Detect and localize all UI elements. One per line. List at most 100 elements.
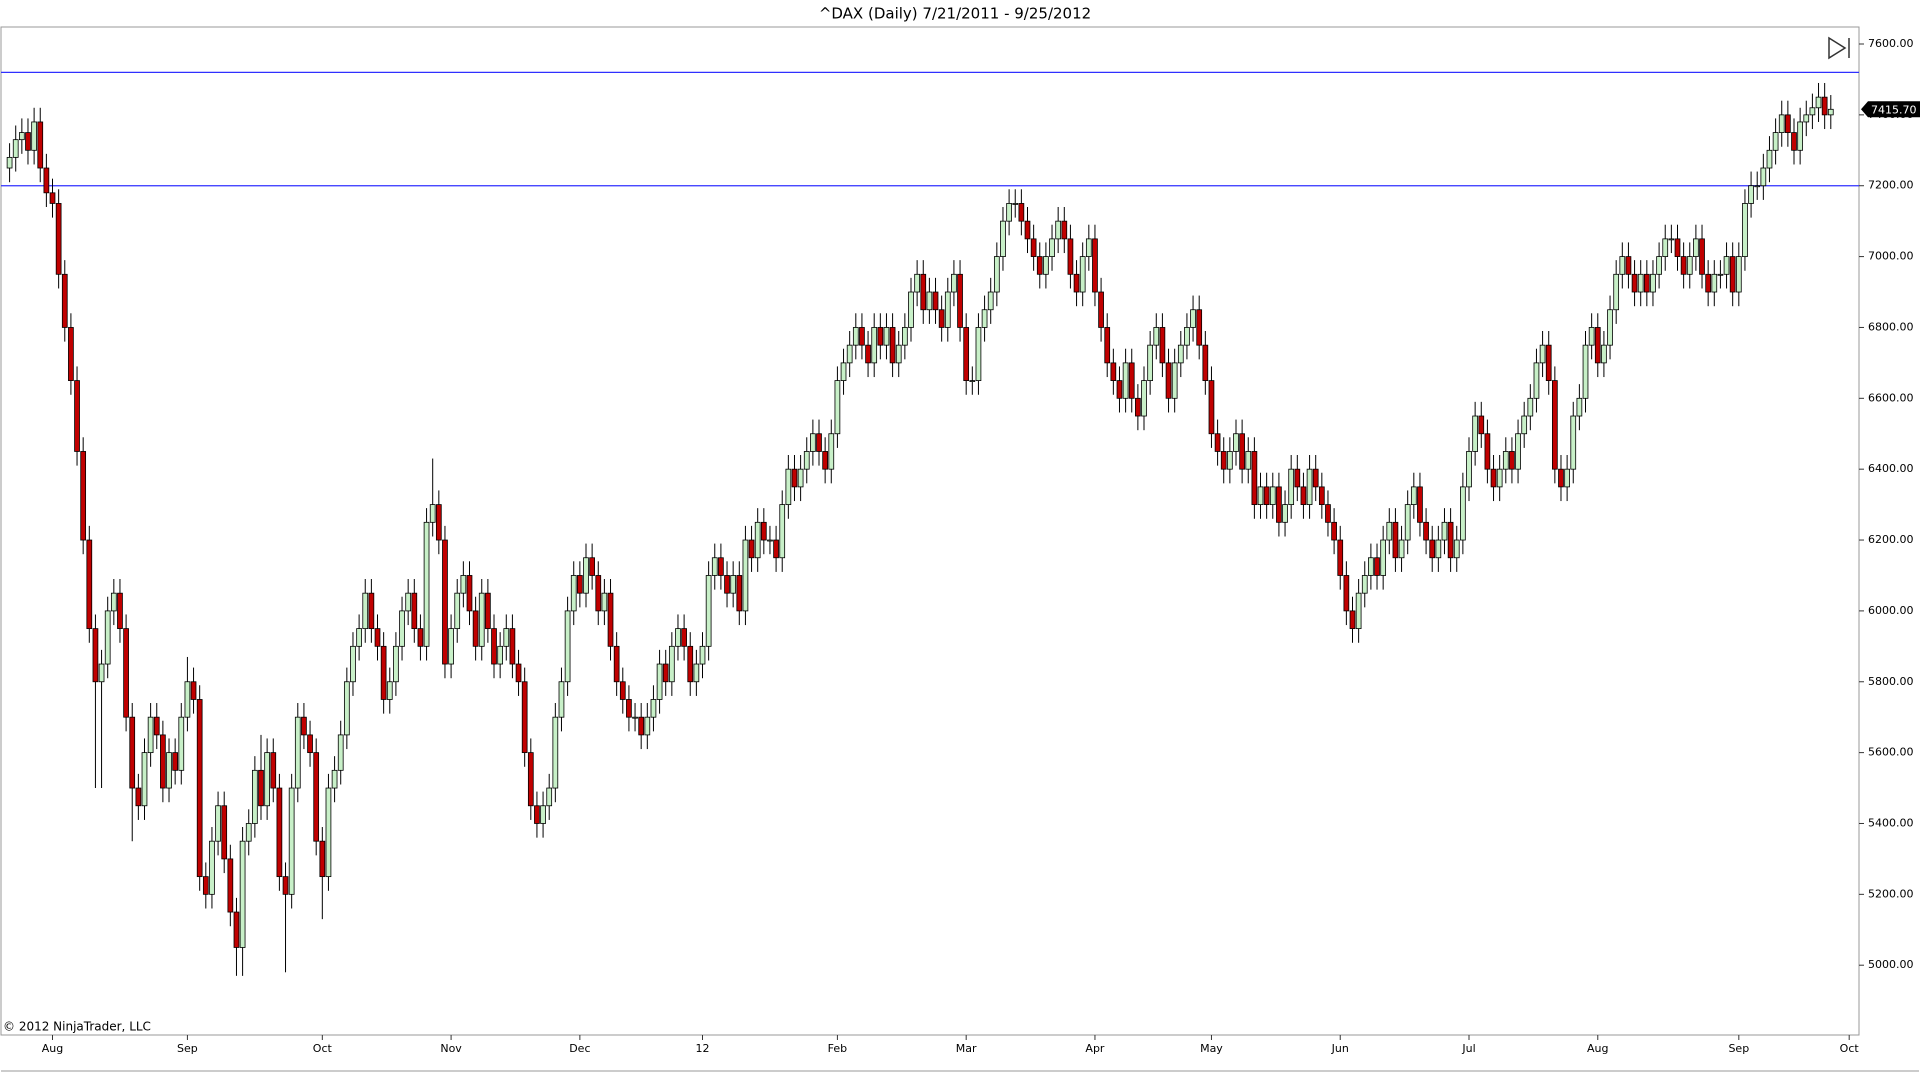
candle-body xyxy=(932,291,939,311)
scroll-end-icon[interactable] xyxy=(1828,36,1850,60)
candle-body xyxy=(1699,238,1705,275)
candle-body xyxy=(1343,575,1350,612)
x-tick-label: Oct xyxy=(313,1042,333,1055)
candle-body xyxy=(534,805,540,824)
candle-body xyxy=(264,752,270,807)
candle-body xyxy=(1619,256,1626,275)
y-tick-label: 7200.00 xyxy=(1868,179,1914,192)
candle-body xyxy=(1410,486,1417,506)
candle-body xyxy=(478,592,485,647)
candle-body xyxy=(1024,220,1031,240)
candle-body xyxy=(1576,397,1583,417)
candle-body xyxy=(1012,203,1019,205)
candle-body xyxy=(1153,327,1160,346)
candle-body xyxy=(313,752,320,842)
candle-body xyxy=(797,468,804,488)
candle-body xyxy=(540,805,546,824)
candle-body xyxy=(1122,362,1129,399)
candle-body xyxy=(1564,468,1570,488)
candle-body xyxy=(1809,107,1816,116)
candle-body xyxy=(386,681,393,700)
candle-body xyxy=(1331,521,1337,541)
candle-body xyxy=(1772,132,1779,151)
candle-body xyxy=(981,309,988,328)
candle-body xyxy=(417,628,424,647)
candle-body xyxy=(760,521,767,541)
candle-body xyxy=(331,769,338,789)
candle-body xyxy=(1061,220,1068,240)
candle-body xyxy=(1282,504,1288,523)
candle-body xyxy=(301,716,307,736)
candle-body xyxy=(1533,362,1540,399)
candle-body xyxy=(435,504,442,541)
candle-body xyxy=(1220,451,1227,470)
x-tick-label: Sep xyxy=(177,1042,198,1055)
candle-body xyxy=(110,592,117,612)
candle-body xyxy=(1717,273,1724,276)
candle-body xyxy=(1104,327,1111,364)
candle-body xyxy=(1674,238,1681,257)
candle-body xyxy=(711,557,718,576)
candle-body xyxy=(98,663,105,683)
candle-body xyxy=(1159,327,1166,364)
candle-body xyxy=(12,139,19,158)
last-price-label: 7415.70 xyxy=(1871,103,1917,116)
candle-body xyxy=(80,451,87,541)
candle-body xyxy=(1190,309,1196,328)
candle-body xyxy=(914,273,920,293)
candle-body xyxy=(429,504,436,523)
candle-body xyxy=(68,327,74,381)
candle-body xyxy=(1625,256,1632,275)
candle-body xyxy=(497,645,503,665)
candle-body xyxy=(521,681,528,754)
x-tick-label: Jul xyxy=(1461,1042,1475,1055)
candle-body xyxy=(1778,114,1785,133)
icon-triangle xyxy=(1828,36,1847,60)
candle-body xyxy=(1043,256,1049,275)
candle-body xyxy=(975,327,982,381)
candle-body xyxy=(18,132,25,141)
plot-frame xyxy=(0,26,1860,1036)
candle-body xyxy=(55,203,62,275)
candle-body xyxy=(1398,539,1405,559)
candle-body xyxy=(190,681,197,700)
candle-body xyxy=(1447,521,1454,559)
candle-body xyxy=(380,645,387,700)
candle-body xyxy=(448,628,454,665)
candle-body xyxy=(1239,433,1245,470)
candle-body xyxy=(6,156,13,169)
candle-body xyxy=(374,628,381,647)
candle-body xyxy=(485,592,491,630)
candle-body xyxy=(178,716,185,771)
candle-body xyxy=(840,362,847,381)
candle-body xyxy=(552,716,559,789)
candle-body xyxy=(1613,273,1620,311)
candle-body xyxy=(368,592,375,630)
y-tick-label: 5400.00 xyxy=(1868,816,1914,829)
candle-body xyxy=(834,380,841,435)
candle-body xyxy=(1545,344,1552,381)
candle-body xyxy=(987,291,994,311)
candle-body xyxy=(656,663,663,700)
candle-body xyxy=(1766,149,1773,169)
candle-body xyxy=(1368,557,1374,576)
candle-body xyxy=(1417,486,1423,523)
candle-body xyxy=(944,291,951,328)
candle-body xyxy=(595,575,602,612)
candle-body xyxy=(1177,344,1184,364)
candle-body xyxy=(1460,486,1466,541)
candle-body xyxy=(337,734,344,771)
candle-body xyxy=(184,681,191,718)
candle-body xyxy=(1128,362,1135,399)
candle-body xyxy=(202,876,209,895)
candle-body xyxy=(730,575,737,594)
candle-body xyxy=(926,291,933,311)
candle-body xyxy=(632,716,638,719)
candle-body xyxy=(393,645,399,683)
candle-body xyxy=(1582,344,1589,399)
candle-body xyxy=(1515,433,1521,470)
y-tick-label: 5800.00 xyxy=(1868,675,1914,688)
y-tick-label: 7000.00 xyxy=(1868,250,1914,263)
candle-body xyxy=(1668,238,1675,241)
candle-body xyxy=(1496,468,1503,488)
